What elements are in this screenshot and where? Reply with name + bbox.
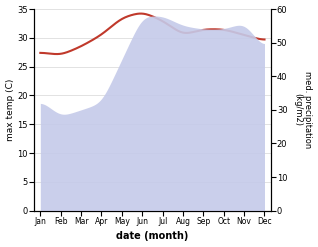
Y-axis label: med. precipitation
(kg/m2): med. precipitation (kg/m2) <box>293 71 313 148</box>
X-axis label: date (month): date (month) <box>116 231 189 242</box>
Y-axis label: max temp (C): max temp (C) <box>5 79 15 141</box>
